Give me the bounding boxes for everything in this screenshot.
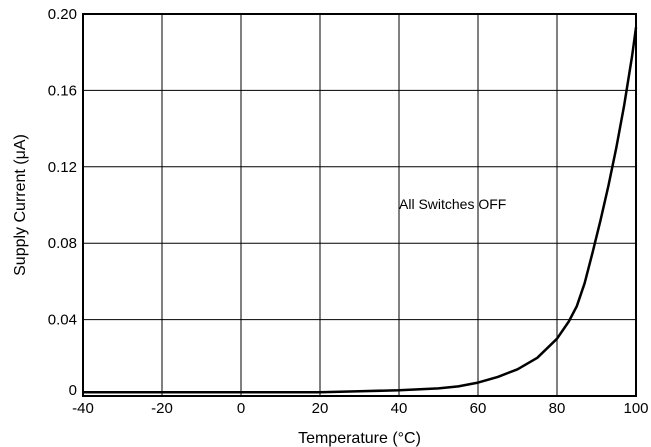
x-tick-label: 40 xyxy=(391,400,408,417)
series-line xyxy=(83,27,638,394)
grid-lines xyxy=(83,14,636,396)
y-tick-label: 0.08 xyxy=(48,235,77,252)
x-tick-label: 20 xyxy=(312,400,329,417)
y-tick-label: 0 xyxy=(69,382,77,399)
y-tick-label: 0.16 xyxy=(48,82,77,99)
x-tick-label: 0 xyxy=(237,400,245,417)
x-tick-label: -40 xyxy=(72,400,94,417)
y-tick-label: 0.04 xyxy=(48,312,77,329)
y-tick-label: 0.12 xyxy=(48,159,77,176)
x-tick-label: 80 xyxy=(549,400,566,417)
plot-frame xyxy=(82,13,637,397)
x-axis-label: Temperature (°C) xyxy=(298,430,421,447)
annotation-all-switches-off: All Switches OFF xyxy=(399,196,506,212)
y-axis-label: Supply Current (μA) xyxy=(12,134,29,276)
x-tick-label: 100 xyxy=(623,400,648,417)
x-tick-label: -20 xyxy=(151,400,173,417)
series-layer xyxy=(83,27,638,394)
y-tick-labels: 0 0.04 0.08 0.12 0.16 0.20 xyxy=(48,6,77,399)
x-tick-label: 60 xyxy=(470,400,487,417)
x-tick-labels: -40 -20 0 20 40 60 80 100 xyxy=(72,400,648,417)
y-tick-label: 0.20 xyxy=(48,6,77,23)
